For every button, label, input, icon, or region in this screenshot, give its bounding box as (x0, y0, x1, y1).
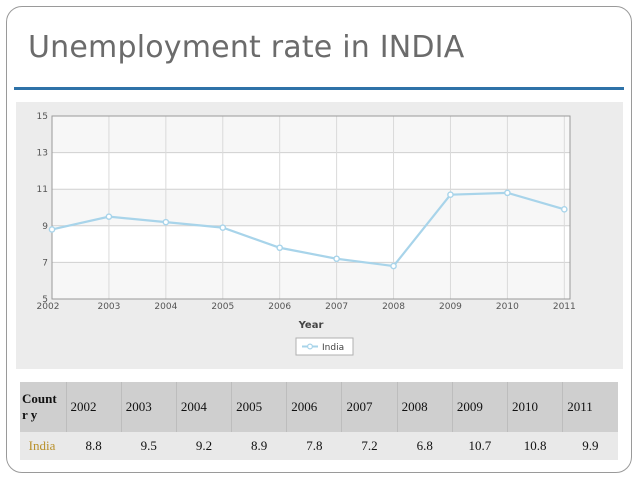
data-point (333, 255, 340, 263)
table-year-header: 2002 (65, 382, 122, 432)
y-tick-label: 15 (37, 112, 48, 122)
x-axis-title: Year (298, 320, 324, 331)
x-tick-label: 2009 (439, 302, 462, 312)
data-point (504, 189, 511, 197)
table-value-cell: 9.2 (176, 432, 232, 460)
legend-box (295, 337, 354, 356)
table-value-cell: 10.8 (507, 432, 563, 460)
data-point (105, 213, 113, 220)
x-tick-label: 2004 (154, 302, 177, 312)
table-year-header: 2011 (562, 382, 618, 432)
slide-title: Unemployment rate in INDIA (28, 30, 465, 65)
table-corner-label: Countr y (20, 382, 66, 432)
data-point (276, 244, 283, 252)
table-year-header: 2005 (231, 382, 287, 432)
table-header-row: Countr y 2002 2003 2004 2005 2006 2007 2… (20, 382, 618, 432)
legend-label-india: India (322, 343, 344, 353)
x-tick-label: 2007 (325, 302, 348, 312)
title-divider (14, 87, 624, 90)
table-year-header: 2003 (120, 382, 177, 432)
y-tick-label: 5 (42, 295, 48, 305)
chart-panel: 5 7 9 11 13 15 2002 2003 2004 2005 2006 2007 2008 200… (16, 102, 623, 369)
table-row: India 8.8 9.5 9.2 8.9 7.8 7.2 6.8 10.7 1… (20, 432, 618, 460)
grid-band (52, 152, 570, 190)
table-value-cell: 8.9 (231, 432, 287, 460)
table-value-cell: 10.7 (452, 432, 508, 460)
table-value-cell: 7.8 (286, 432, 342, 460)
x-tick-label: 2008 (382, 302, 405, 312)
x-tick-label: 2006 (268, 302, 291, 312)
data-point (219, 224, 227, 231)
x-tick-label: 2005 (211, 302, 234, 312)
data-table: Countr y 2002 2003 2004 2005 2006 2007 2… (20, 382, 618, 460)
data-point (162, 218, 170, 226)
table-year-header: 2006 (286, 382, 342, 432)
data-point (561, 206, 568, 213)
x-tick-label: 2003 (97, 302, 120, 312)
data-point (48, 226, 56, 233)
table-value-cell: 6.8 (397, 432, 453, 460)
table-value-cell: 9.5 (121, 432, 177, 460)
table-year-header: 2009 (451, 382, 508, 432)
x-tick-label: 2002 (37, 302, 60, 312)
y-tick-label: 9 (42, 222, 48, 232)
plot-area (51, 115, 571, 300)
table-year-header: 2004 (175, 382, 232, 432)
table-value-cell: 7.2 (341, 432, 398, 460)
table-value-cell: 8.8 (66, 432, 122, 460)
x-tick-label: 2011 (553, 302, 576, 312)
x-tick-label: 2010 (496, 302, 519, 312)
data-point (447, 191, 454, 198)
y-tick-label: 7 (42, 258, 48, 268)
series-line-india (51, 191, 565, 268)
table-value-cell: 9.9 (562, 432, 618, 460)
table-year-header: 2008 (396, 382, 453, 432)
data-point (390, 262, 397, 270)
table-year-header: 2010 (506, 382, 563, 432)
grid-band (52, 225, 570, 263)
table-country-cell: India (20, 432, 66, 460)
legend-marker-india (307, 343, 314, 350)
line-chart: 5 7 9 11 13 15 2002 2003 2004 2005 2006 2007 2008 200… (37, 112, 576, 356)
table-year-header: 2007 (341, 382, 398, 432)
y-tick-label: 13 (37, 149, 48, 159)
y-tick-label: 11 (37, 185, 48, 195)
plot-border (51, 115, 571, 300)
